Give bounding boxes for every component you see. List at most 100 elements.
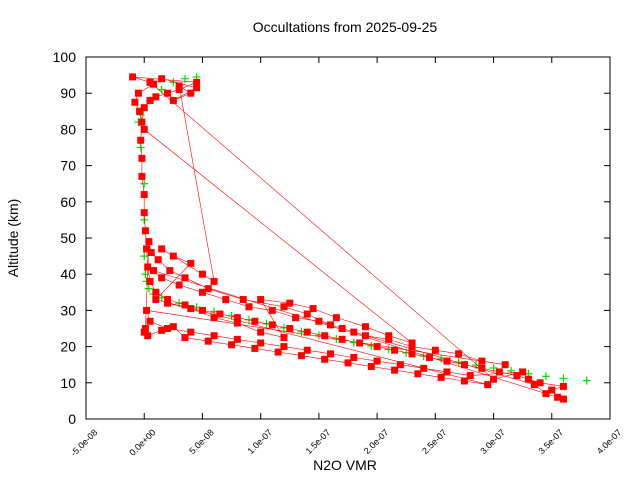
data-point [356,339,364,347]
data-point [524,375,532,383]
data-point [478,357,486,365]
data-point [210,332,218,340]
data-point [391,366,399,374]
x-tick-label: 1.5e-07 [304,427,333,456]
data-point [327,350,335,358]
data-point [164,89,172,97]
data-point [210,314,218,322]
y-tick-label: 80 [60,121,76,137]
y-tick-label: 50 [60,230,76,246]
data-point [426,353,434,361]
data-point [361,323,369,331]
data-point [408,343,416,351]
data-point [198,306,206,314]
data-point [460,377,468,385]
data-point [158,245,166,253]
x-tick-label: 5.0e-08 [187,427,216,456]
data-point [286,299,294,307]
data-point [257,328,265,336]
data-point [280,334,288,342]
data-point [367,363,375,371]
data-point [140,104,148,112]
data-point [507,366,516,375]
data-point [385,332,393,340]
data-point [152,93,160,101]
data-point [332,314,340,322]
data-point [187,305,195,313]
data-point [138,118,146,126]
data-point [222,296,230,304]
data-point [251,344,259,352]
x-tick-label: 1.0e-07 [245,427,274,456]
data-point [321,355,329,363]
data-point [164,299,172,307]
data-point [396,361,404,369]
data-point [164,325,172,332]
data-point [303,346,311,354]
data-point [315,317,323,325]
data-point [193,78,201,86]
data-point [152,296,160,304]
data-point [268,306,276,314]
data-point [169,252,177,260]
data-point [187,89,195,97]
data-point [466,372,474,380]
data-point [303,328,311,336]
data-point [408,350,416,358]
data-point [145,238,153,246]
data-point [143,306,151,314]
y-tick-label: 100 [53,49,77,65]
data-point [146,277,154,285]
y-tick-label: 30 [60,302,76,318]
data-point [140,179,149,188]
data-point [559,382,567,390]
data-point [443,368,451,376]
series-group [129,73,567,403]
data-point [327,321,335,329]
data-point [478,364,486,372]
data-point [350,328,358,336]
data-point [187,259,195,267]
x-tick-label: 0.0e+00 [127,427,157,457]
x-tick-label: 2.0e-07 [362,427,391,456]
x-tick-label: -5.0e-08 [69,427,100,458]
data-point [204,337,212,345]
data-point [559,374,568,383]
data-point [420,364,428,372]
y-tick-label: 90 [60,85,76,101]
x-axis-label: N2O VMR [313,457,377,473]
data-point [484,381,492,389]
data-point [490,375,498,383]
data-point [373,343,381,351]
data-point [268,321,276,329]
y-axis-label: Altitude (km) [5,199,21,278]
x-axis: -5.0e-08 0.0e+00 5.0e-08 1.0e-07 1.5e-07 2.0e… [69,57,623,458]
data-point [495,368,503,376]
data-point [350,353,358,361]
data-point [303,310,311,318]
data-point [582,376,591,385]
data-point [431,346,439,354]
data-point [134,89,142,97]
data-point [344,359,352,367]
data-point [292,314,300,322]
data-point [286,325,294,332]
data-point [338,325,346,332]
data-point [150,267,158,275]
data-point [158,75,166,83]
data-point [138,154,146,162]
data-point [414,370,422,378]
data-point [501,361,509,369]
data-point [239,296,247,304]
data-point [166,267,174,275]
y-axis: 0 10 20 30 40 50 60 70 80 90 100 [53,49,610,427]
data-point [559,395,567,403]
plot-series [129,72,591,403]
y-tick-label: 40 [60,266,76,282]
data-point [154,256,162,264]
data-point [204,285,212,293]
data-point [542,390,550,398]
y-tick-label: 70 [60,158,76,174]
data-point [233,335,241,343]
